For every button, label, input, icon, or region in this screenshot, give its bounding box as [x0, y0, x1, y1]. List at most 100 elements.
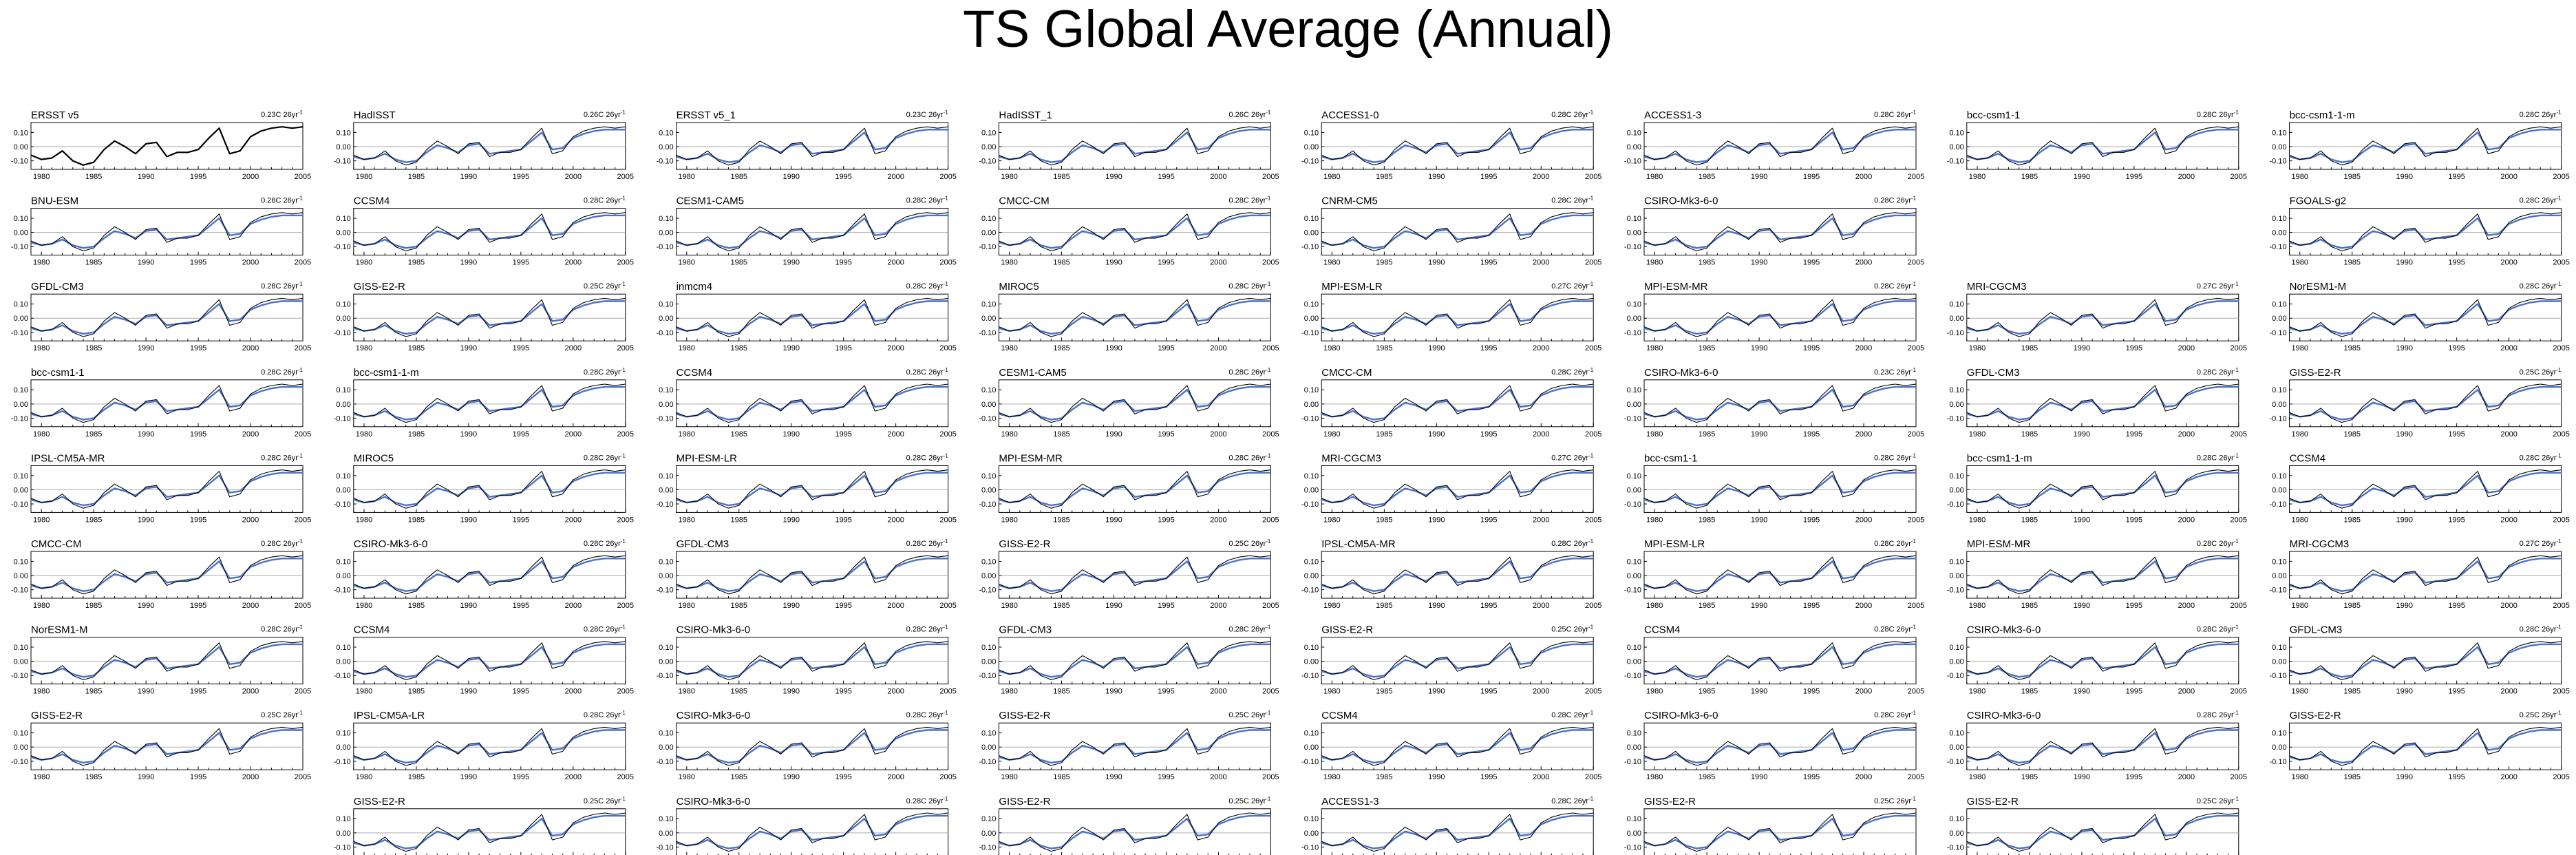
trend-label: 0.28C 26yr-1 — [1228, 195, 1270, 205]
x-tick-label: 1980 — [1323, 344, 1340, 352]
y-tick-label: 0.00 — [14, 229, 28, 237]
observed-series-line — [353, 726, 626, 766]
x-tick-label: 1995 — [2448, 773, 2465, 781]
y-tick-label: 0.10 — [1304, 386, 1319, 394]
trend-label: 0.28C 26yr-1 — [261, 538, 303, 549]
trend-label: 0.28C 26yr-1 — [2520, 109, 2562, 120]
y-tick-label: 0.00 — [659, 401, 673, 409]
model-series-line — [1321, 472, 1594, 507]
plot-frame — [1966, 465, 2239, 513]
y-tick-label: 0.00 — [1949, 743, 1963, 752]
y-tick-label: 0.10 — [336, 301, 350, 309]
plot-frame — [1321, 465, 1594, 513]
y-tick-label: 0.10 — [1627, 472, 1641, 481]
y-tick-label: 0.10 — [1627, 301, 1641, 309]
y-tick-label: -0.10 — [1301, 758, 1319, 766]
observed-series-line — [1643, 212, 1917, 251]
observed-series-line — [1321, 555, 1594, 595]
y-tick-label: -0.10 — [2270, 672, 2287, 680]
panel: CESM1-CAM5 0.28C 26yr-1 0.10 0.00 -0.10 1980 1… — [657, 195, 957, 267]
observed-series-line — [1321, 726, 1594, 766]
trend-label: 0.28C 26yr-1 — [1228, 366, 1270, 377]
model-series-line — [353, 729, 626, 764]
x-tick-label: 2005 — [1262, 259, 1279, 267]
x-tick-label: 1995 — [1803, 430, 1820, 439]
plot-frame — [998, 379, 1271, 427]
x-tick-label: 1990 — [460, 688, 477, 696]
plot-frame — [1321, 722, 1594, 770]
panel-name: MPI-ESM-LR — [677, 452, 738, 464]
trend-label: 0.28C 26yr-1 — [2197, 452, 2239, 463]
x-tick-label: 2005 — [2231, 688, 2247, 696]
x-tick-label: 1980 — [1646, 173, 1663, 181]
y-tick-label: -0.10 — [657, 672, 674, 680]
x-tick-label: 1995 — [1480, 688, 1497, 696]
plot-frame — [998, 122, 1271, 170]
y-tick-label: -0.10 — [2270, 243, 2287, 251]
x-tick-label: 1985 — [408, 430, 425, 439]
y-tick-label: 0.00 — [1627, 143, 1641, 151]
x-tick-label: 1980 — [1646, 430, 1663, 439]
y-tick-label: -0.10 — [1947, 843, 1964, 852]
observed-series-line — [1966, 555, 2239, 595]
model-series-line — [353, 558, 626, 592]
plot-frame — [1321, 637, 1594, 685]
panel: GISS-E2-R0.25C 26yr-10.100.00-0.10198019… — [1624, 795, 1917, 855]
x-tick-label: 1995 — [1803, 259, 1820, 267]
panel-name: CSIRO-Mk3-6-0 — [1644, 367, 1718, 379]
model-series-line — [676, 643, 948, 678]
plot-frame — [1966, 379, 2239, 427]
y-tick-label: -0.10 — [1301, 500, 1319, 509]
plot-frame — [353, 122, 626, 170]
trend-label: 0.23C 26yr-1 — [261, 109, 303, 120]
y-tick-label: 0.10 — [1627, 129, 1641, 137]
trend-label: 0.25C 26yr-1 — [1228, 710, 1270, 720]
plot-frame — [2289, 122, 2562, 170]
x-tick-label: 2000 — [1855, 344, 1872, 352]
x-tick-label: 1995 — [1803, 173, 1820, 181]
observed-series-line — [999, 469, 1271, 509]
y-tick-label: 0.10 — [1304, 129, 1319, 137]
x-tick-label: 1980 — [679, 344, 695, 352]
model-series-line — [30, 729, 303, 764]
trend-label: 0.28C 26yr-1 — [584, 366, 626, 377]
model-series-line — [1321, 386, 1594, 421]
x-tick-label: 1980 — [1001, 344, 1017, 352]
plot-frame — [1321, 122, 1594, 170]
x-tick-label: 1985 — [731, 602, 747, 610]
plot-frame — [30, 722, 304, 770]
observed-series-line — [2289, 383, 2562, 423]
plot-frame — [353, 465, 626, 513]
plot-frame — [676, 122, 949, 170]
panel: ERSST v5_1 0.23C 26yr-1 0.10 0.00 -0.10 1980 1… — [657, 109, 957, 182]
panel-name: CSIRO-Mk3-6-0 — [1644, 710, 1718, 721]
panel: CCSM4 0.28C 26yr-1 0.10 0.00 -0.10 1980 1985 19… — [334, 195, 634, 267]
x-tick-label: 2000 — [1210, 773, 1226, 781]
x-tick-label: 1990 — [2396, 602, 2412, 610]
y-tick-label: 0.00 — [2272, 143, 2286, 151]
y-tick-label: 0.10 — [336, 558, 350, 566]
trend-label: 0.28C 26yr-1 — [2197, 624, 2239, 634]
plot-frame — [1966, 293, 2239, 341]
y-tick-label: -0.10 — [1624, 758, 1641, 766]
panel-name: CSIRO-Mk3-6-0 — [1644, 196, 1718, 207]
plot-frame — [1966, 808, 2239, 855]
x-tick-label: 1990 — [460, 173, 477, 181]
y-tick-label: 0.00 — [14, 486, 28, 494]
trend-label: 0.28C 26yr-1 — [1874, 624, 1916, 634]
x-tick-label: 1985 — [1699, 173, 1715, 181]
x-tick-label: 2000 — [1855, 430, 1872, 439]
x-tick-label: 1995 — [1158, 173, 1174, 181]
x-tick-label: 1995 — [2126, 602, 2142, 610]
y-tick-label: 0.10 — [659, 386, 673, 394]
y-tick-label: 0.10 — [1949, 815, 1963, 823]
x-tick-label: 1985 — [85, 773, 102, 781]
plot-frame — [998, 551, 1271, 599]
panel: MPI-ESM-MR 0.28C 26yr-1 0.10 0.00 -0.10 1980 1… — [1947, 538, 2247, 611]
plot-frame — [676, 208, 949, 256]
panel: CSIRO-Mk3-6-0 0.23C 26yr-1 0.10 0.00 -0.10 19… — [1624, 366, 1924, 439]
y-tick-label: 0.10 — [1304, 558, 1319, 566]
x-tick-label: 1990 — [783, 259, 799, 267]
y-tick-label: -0.10 — [657, 329, 674, 337]
panel-name: bcc-csm1-1 — [31, 367, 85, 379]
